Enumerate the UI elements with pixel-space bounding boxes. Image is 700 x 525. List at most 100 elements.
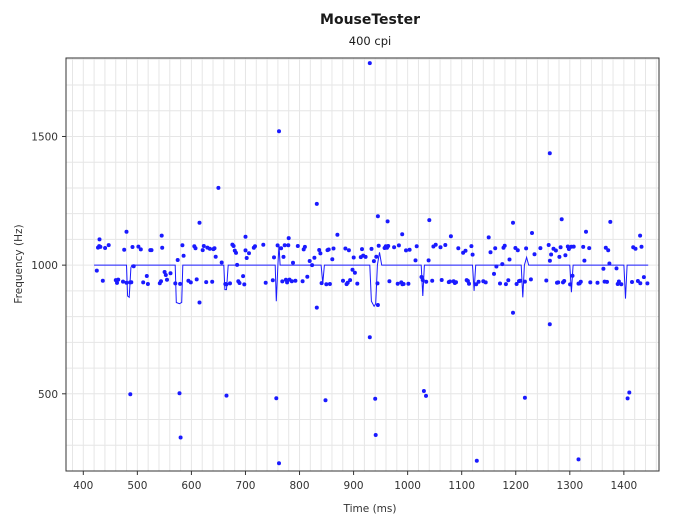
data-point [326, 247, 331, 252]
data-point [247, 251, 251, 256]
data-point [438, 245, 443, 250]
data-point [319, 281, 324, 286]
data-point [261, 242, 266, 247]
data-point [559, 217, 564, 222]
data-point [355, 281, 360, 286]
data-point [448, 234, 453, 239]
data-point [234, 250, 238, 255]
y-tick-label: 1000 [31, 260, 58, 272]
data-point [207, 246, 212, 251]
data-point [433, 242, 438, 247]
data-point [443, 243, 448, 247]
data-point [524, 246, 529, 251]
data-point [367, 335, 372, 340]
data-point [129, 280, 134, 285]
data-point [556, 280, 561, 285]
data-point [178, 281, 183, 286]
data-point [277, 129, 281, 134]
data-point [375, 281, 380, 286]
data-point [627, 390, 632, 395]
data-point [587, 246, 592, 251]
data-point [305, 274, 310, 279]
data-point [204, 280, 209, 285]
data-point [576, 457, 581, 462]
chart-title: MouseTester [320, 12, 420, 28]
data-point [467, 281, 471, 286]
data-point [463, 248, 468, 253]
plot-frame [65, 57, 660, 472]
data-point [518, 278, 523, 283]
data-point [243, 234, 248, 239]
y-tick-label: 500 [38, 389, 58, 401]
data-point [302, 244, 307, 249]
y-axis-ticks: 500 1000 1500 [31, 131, 66, 401]
data-point [562, 279, 567, 283]
data-point [522, 395, 527, 400]
data-point [454, 280, 458, 285]
data-point [639, 244, 644, 249]
grid [66, 58, 659, 472]
data-point [219, 260, 224, 265]
data-point [145, 282, 150, 286]
data-point [241, 274, 246, 279]
data-point [568, 282, 573, 287]
data-point [376, 243, 381, 248]
data-point [124, 280, 129, 285]
scatter-series [94, 61, 650, 466]
x-tick-label: 400 [73, 480, 93, 492]
data-point [373, 433, 378, 437]
data-point [160, 245, 165, 250]
data-point [106, 243, 111, 248]
data-point [406, 281, 411, 286]
data-point [175, 258, 180, 262]
x-tick-label: 500 [127, 480, 147, 492]
data-point [103, 246, 108, 250]
data-point [374, 254, 379, 259]
data-point [488, 250, 493, 255]
data-point [346, 248, 351, 253]
x-axis-ticks: 400 500 600 700 800 900 1000 1100 1200 1300 1400 [73, 471, 637, 492]
data-point [470, 252, 475, 257]
data-point [286, 236, 291, 241]
data-point [532, 252, 537, 257]
data-point [486, 235, 491, 240]
x-tick-label: 1200 [502, 480, 529, 492]
data-point [474, 282, 479, 287]
data-point [595, 280, 600, 285]
data-point [116, 277, 121, 282]
data-point [375, 303, 380, 307]
data-point [224, 282, 229, 287]
data-point [275, 243, 280, 248]
data-point [619, 282, 624, 287]
data-point [131, 264, 136, 269]
data-point [98, 244, 103, 249]
data-point [244, 256, 249, 260]
data-point [616, 279, 621, 284]
data-point [173, 281, 178, 286]
data-point [547, 322, 552, 327]
data-point [213, 254, 218, 259]
data-point [385, 219, 390, 224]
x-tick-label: 900 [344, 480, 364, 492]
data-point [546, 243, 551, 247]
data-point [277, 461, 281, 466]
data-point [530, 231, 534, 235]
y-tick-label: 1500 [31, 131, 58, 143]
y-axis-label: Frequency (Hz) [13, 224, 25, 303]
data-point [242, 282, 247, 287]
data-point [413, 258, 418, 263]
data-point [348, 278, 353, 283]
data-point [310, 263, 315, 268]
data-point [97, 237, 102, 242]
data-point [502, 243, 507, 248]
data-point [578, 279, 583, 284]
data-point [163, 273, 168, 277]
data-point [396, 243, 401, 248]
data-point [295, 244, 300, 248]
data-point [122, 247, 127, 252]
data-point [165, 277, 169, 282]
data-point [570, 273, 575, 278]
data-point [228, 281, 232, 286]
data-point [318, 251, 323, 256]
data-point [224, 393, 229, 398]
